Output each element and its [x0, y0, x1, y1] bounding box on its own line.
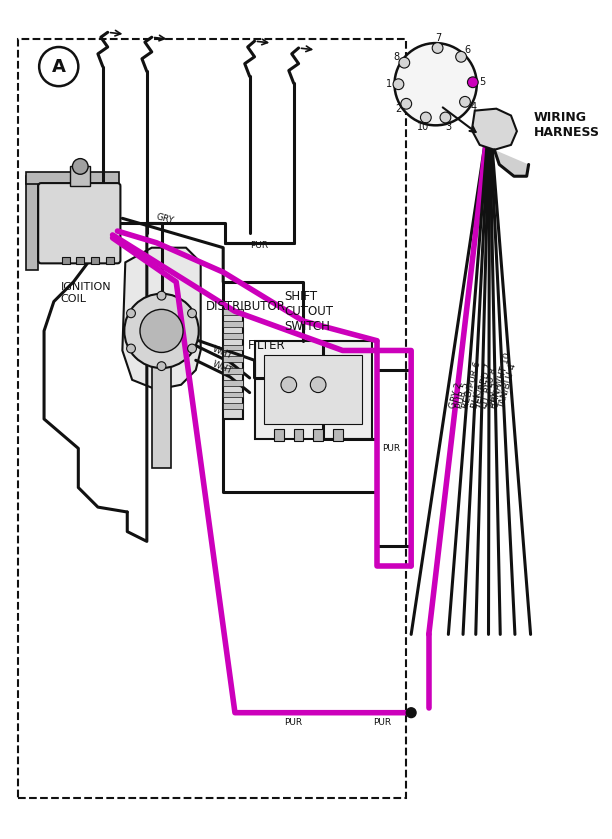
Bar [223, 357, 243, 362]
Bar [152, 331, 171, 468]
Text: 8: 8 [393, 52, 399, 62]
Text: 5: 5 [479, 76, 486, 86]
Bar [223, 333, 243, 339]
Circle shape [127, 309, 135, 318]
Text: DISTRIBUTOR: DISTRIBUTOR [206, 300, 285, 313]
Bar [223, 392, 243, 398]
Text: 7: 7 [435, 34, 441, 44]
Text: 1: 1 [386, 79, 392, 89]
Circle shape [124, 294, 199, 368]
Circle shape [440, 112, 451, 122]
Text: A: A [52, 58, 65, 76]
FancyBboxPatch shape [38, 183, 121, 263]
Circle shape [72, 159, 88, 175]
Bar [223, 404, 243, 409]
Text: 3: 3 [445, 122, 451, 132]
Bar [106, 257, 114, 264]
Bar [223, 321, 243, 327]
Text: WIRING
HARNESS: WIRING HARNESS [534, 112, 600, 139]
Text: YEL/RED 7: YEL/RED 7 [473, 362, 494, 409]
Bar [76, 257, 84, 264]
Bar [264, 356, 362, 424]
Text: 10: 10 [417, 122, 429, 132]
Bar [18, 39, 406, 798]
Bar [223, 345, 243, 351]
Polygon shape [472, 109, 517, 150]
Circle shape [127, 344, 135, 353]
Bar [26, 176, 38, 270]
Polygon shape [122, 248, 201, 389]
Circle shape [456, 51, 466, 62]
Text: GRY: GRY [155, 211, 174, 225]
Text: TAN/BLU 4: TAN/BLU 4 [497, 362, 518, 409]
Text: 2: 2 [395, 104, 401, 114]
Text: PUR: PUR [373, 717, 391, 727]
Bar [274, 429, 284, 440]
Bar [313, 429, 323, 440]
Text: IGNITION
COIL: IGNITION COIL [61, 282, 111, 304]
Bar [91, 257, 99, 264]
Text: PUR 5: PUR 5 [455, 381, 471, 409]
Circle shape [310, 377, 326, 393]
Circle shape [140, 310, 183, 352]
Circle shape [157, 291, 166, 300]
Text: WHT: WHT [211, 360, 233, 376]
Text: BRN/WHT 10: BRN/WHT 10 [489, 352, 512, 409]
Text: RED/PUR 6: RED/PUR 6 [461, 360, 482, 409]
Circle shape [468, 77, 478, 87]
Text: SHIFT
CUTOUT
SWITCH: SHIFT CUTOUT SWITCH [284, 289, 333, 333]
Text: BLK 1: BLK 1 [471, 382, 486, 409]
Text: PUR: PUR [382, 444, 400, 453]
Circle shape [188, 309, 196, 318]
Text: 4: 4 [471, 102, 477, 112]
Circle shape [401, 98, 412, 109]
Bar [294, 429, 304, 440]
Bar [223, 380, 243, 386]
Bar [26, 172, 119, 184]
Text: WHT: WHT [211, 344, 233, 361]
Text: 6: 6 [465, 44, 471, 55]
Bar [223, 368, 243, 374]
Text: GRY 2: GRY 2 [448, 381, 463, 409]
Circle shape [399, 57, 409, 68]
Bar [223, 310, 243, 315]
Polygon shape [494, 150, 529, 176]
Text: PUR: PUR [250, 241, 268, 250]
Bar [255, 341, 372, 439]
Text: FILTER: FILTER [248, 339, 285, 352]
Circle shape [432, 43, 443, 54]
Text: LIT BLU 8: LIT BLU 8 [479, 367, 499, 409]
Circle shape [188, 344, 196, 353]
Circle shape [406, 708, 416, 717]
Bar [333, 429, 343, 440]
Bar [62, 257, 70, 264]
Circle shape [393, 79, 404, 90]
Bar [223, 311, 243, 419]
Bar [70, 166, 90, 186]
Circle shape [460, 96, 471, 107]
Text: PUR: PUR [285, 717, 303, 727]
Circle shape [420, 112, 431, 122]
Text: TAN 3: TAN 3 [487, 382, 502, 409]
Circle shape [281, 377, 297, 393]
Circle shape [157, 362, 166, 371]
Circle shape [395, 43, 477, 125]
